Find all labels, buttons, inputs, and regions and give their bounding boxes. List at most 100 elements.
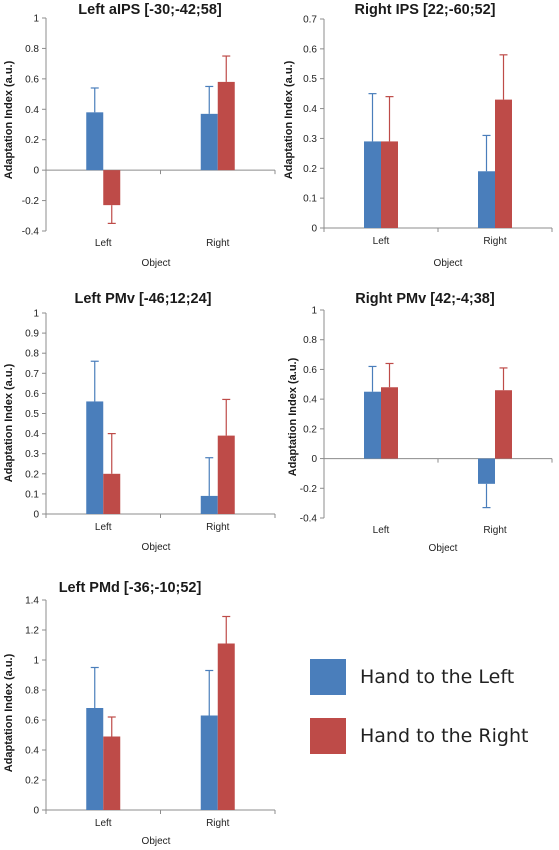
plot-area: 0 0.2 0.4 0.6 0.8 1 1.2 1.4 Left Right [25,596,276,829]
y-tick-label: 1 [311,306,317,317]
bar [217,435,235,514]
bar [495,99,512,228]
bar [217,81,235,171]
y-tick-label: -0.4 [22,227,40,238]
y-tick-label: 0 [33,510,39,521]
bar [103,170,121,206]
x-tick-label: Right [206,238,230,249]
y-tick-label: 0.8 [25,44,39,55]
bar [86,401,104,514]
y-tick-label: 1 [33,656,39,667]
y-tick-label: 0.2 [303,424,317,435]
x-tick-label: Right [483,236,507,247]
x-axis-title: Object [142,542,171,553]
y-tick-label: 0.4 [25,746,39,757]
y-tick-label: 0.6 [25,74,39,85]
bar [478,458,495,484]
y-tick-label: 0 [311,454,317,465]
bar [200,495,218,514]
y-tick-label: 0.3 [303,134,317,145]
y-tick-label: 0 [33,166,39,177]
bar [200,715,218,810]
y-tick-label: -0.2 [300,484,318,495]
bar [478,171,495,228]
chart-title: Left PMd [-36;-10;52] [59,580,202,596]
y-tick-label: 0.6 [25,389,39,400]
y-tick-label: 0.7 [303,15,317,26]
y-tick-label: 0.2 [25,469,39,480]
legend-label: Hand to the Right [360,725,529,747]
y-tick-label: 0.6 [25,716,39,727]
x-axis-title: Object [429,543,458,554]
legend: Hand to the Left Hand to the Right [310,655,550,765]
chart-title: Left aIPS [-30;-42;58] [78,2,222,18]
bar [381,387,398,459]
y-tick-label: 0.1 [303,194,317,205]
y-tick-label: -0.4 [300,514,318,525]
plot-area: 0 0.1 0.2 0.3 0.4 0.5 0.6 0.7 Left Right [303,15,553,247]
y-tick-label: 0.6 [303,365,317,376]
y-tick-label: 0.3 [25,449,39,460]
y-tick-label: 1 [33,309,39,320]
x-tick-label: Right [206,522,230,533]
y-axis-title: Adaptation Index (a.u.) [287,357,299,476]
chart-left-aips: Left aIPS [-30;-42;58] Adaptation Index … [3,2,276,269]
legend-item-hand-left: Hand to the Left [310,657,514,697]
x-axis-title: Object [142,836,171,847]
y-tick-label: 0.4 [303,395,317,406]
y-tick-label: 0.4 [25,429,39,440]
plot-area: -0.4 -0.2 0 0.2 0.4 0.6 0.8 1 Left Right [300,306,553,536]
y-tick-label: 0.8 [303,335,317,346]
bar [86,708,104,810]
x-tick-label: Left [373,525,390,536]
bar [364,141,381,228]
y-tick-label: 1.2 [25,626,39,637]
y-tick-label: 1 [33,14,39,25]
x-tick-label: Right [206,818,230,829]
y-tick-label: 0.8 [25,686,39,697]
y-tick-label: 0 [33,806,39,817]
x-tick-label: Left [95,522,112,533]
chart-title: Right IPS [22;-60;52] [355,2,496,18]
y-tick-label: 0.8 [25,349,39,360]
x-tick-label: Left [373,236,390,247]
y-tick-label: 0.9 [25,329,39,340]
y-axis-title: Adaptation Index (a.u.) [3,363,15,482]
y-axis-title: Adaptation Index (a.u.) [283,60,295,179]
chart-title: Right PMv [42;-4;38] [355,291,495,307]
chart-right-pmv: Right PMv [42;-4;38] Adaptation Index (a… [287,291,553,554]
y-tick-label: 0.5 [303,74,317,85]
y-tick-label: 0.7 [25,369,39,380]
plot-area: 0 0.1 0.2 0.3 0.4 0.5 0.6 0.7 0.8 0.9 1 Left Right [25,309,276,533]
plot-area: -0.4 -0.2 0 0.2 0.4 0.6 0.8 1 Left Right [22,14,276,249]
chart-left-pmv: Left PMv [-46;12;24] Adaptation Index (a… [3,291,276,553]
chart-left-pmd: Left PMd [-36;-10;52] Adaptation Index (… [3,580,276,847]
legend-item-hand-right: Hand to the Right [310,716,528,756]
legend-label: Hand to the Left [360,666,515,688]
chart-title: Left PMv [-46;12;24] [75,291,212,307]
legend-swatch-blue [310,659,346,695]
y-tick-label: 0 [311,224,317,235]
y-tick-label: 0.5 [25,409,39,420]
bar [103,736,121,810]
y-axis-title: Adaptation Index (a.u.) [3,653,15,772]
y-tick-label: 0.2 [303,164,317,175]
x-tick-label: Left [95,238,112,249]
y-tick-label: 0.6 [303,44,317,55]
bar [364,391,381,459]
x-axis-title: Object [434,258,463,269]
bar [86,112,104,171]
chart-right-ips: Right IPS [22;-60;52] Adaptation Index (… [283,2,553,269]
x-tick-label: Left [95,818,112,829]
y-axis-title: Adaptation Index (a.u.) [3,60,15,179]
x-tick-label: Right [483,525,507,536]
y-tick-label: 1.4 [25,596,39,607]
y-tick-label: 0.2 [25,135,39,146]
bar [217,643,235,810]
bar [495,390,512,459]
x-axis-title: Object [142,258,171,269]
bar [381,141,398,228]
legend-swatch-red [310,718,346,754]
y-tick-label: 0.4 [303,104,317,115]
y-tick-label: 0.1 [25,489,39,500]
